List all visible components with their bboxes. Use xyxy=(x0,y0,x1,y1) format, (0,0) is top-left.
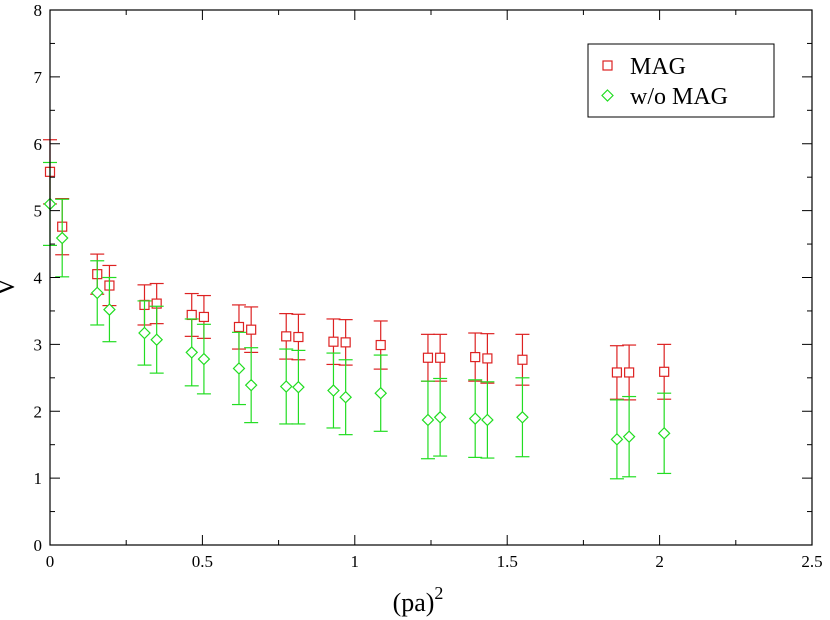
series-mag xyxy=(43,139,672,401)
legend-box xyxy=(587,43,775,118)
x-tick-label: 2 xyxy=(655,552,664,571)
data-point-diamond xyxy=(150,333,164,347)
x-tick-label: 1 xyxy=(351,552,360,571)
x-tick-label: 1.5 xyxy=(497,552,518,571)
data-point-square xyxy=(328,336,339,347)
data-point-square xyxy=(375,339,386,351)
data-point-square xyxy=(281,331,292,342)
data-point-diamond xyxy=(516,410,529,424)
y-axis-label: V xyxy=(0,277,20,296)
data-point-square xyxy=(435,352,446,363)
data-point-diamond xyxy=(327,384,340,397)
x-axis-label-base: (pa) xyxy=(393,588,435,617)
x-axis-label: (pa)2 xyxy=(393,583,444,617)
data-point-square xyxy=(624,367,635,378)
data-point-square xyxy=(482,353,493,364)
data-point-square xyxy=(246,324,257,335)
data-point-diamond xyxy=(622,430,636,444)
data-point-diamond xyxy=(279,380,293,393)
data-point-diamond xyxy=(339,390,353,404)
data-point-square xyxy=(186,309,197,321)
data-point-diamond xyxy=(103,303,116,316)
data-point-diamond xyxy=(610,432,624,446)
data-point-diamond xyxy=(138,326,151,340)
data-point-diamond xyxy=(244,378,258,392)
y-tick-label: 0 xyxy=(34,536,43,555)
y-tick-label: 6 xyxy=(34,135,43,154)
plot-frame xyxy=(49,9,813,546)
x-axis-label-exponent: 2 xyxy=(434,583,443,603)
data-point-square xyxy=(611,367,623,378)
data-point-square xyxy=(293,331,304,343)
y-tick-label: 8 xyxy=(34,1,43,20)
data-point-diamond xyxy=(468,412,482,425)
data-point-diamond xyxy=(421,413,435,427)
legend: MAG w/o MAG xyxy=(587,43,775,118)
y-tick-label: 3 xyxy=(34,335,43,354)
y-tick-label: 1 xyxy=(34,469,43,488)
data-point-square xyxy=(422,352,434,363)
data-point-square xyxy=(470,351,481,363)
data-point-diamond xyxy=(197,352,211,366)
x-tick-label: 2.5 xyxy=(801,552,822,571)
data-point-square xyxy=(233,321,245,333)
data-point-square xyxy=(659,366,670,377)
y-tick-label: 4 xyxy=(34,269,43,288)
data-point-diamond xyxy=(481,413,494,427)
data-point-square xyxy=(517,354,528,365)
legend-diamond-marker xyxy=(601,89,614,102)
legend-label-wo-mag: w/o MAG xyxy=(630,84,728,110)
x-tick-label: 0.5 xyxy=(192,552,213,571)
x-tick-label: 0 xyxy=(46,552,55,571)
series-wo-mag xyxy=(43,161,672,480)
y-tick-label: 2 xyxy=(34,402,43,421)
legend-square-marker xyxy=(602,60,613,71)
data-point-diamond xyxy=(232,362,246,375)
legend-label-mag: MAG xyxy=(630,54,686,80)
data-point-square xyxy=(340,337,351,348)
data-point-square xyxy=(198,311,210,323)
data-point-diamond xyxy=(185,346,199,359)
data-point-diamond xyxy=(90,286,104,300)
data-point-diamond xyxy=(374,386,388,400)
data-point-diamond xyxy=(433,410,447,424)
y-tick-label: 5 xyxy=(34,202,43,221)
data-point-diamond xyxy=(292,380,305,394)
y-tick-label: 7 xyxy=(34,68,43,87)
data-point-diamond xyxy=(55,231,69,245)
data-point-diamond xyxy=(657,426,671,440)
